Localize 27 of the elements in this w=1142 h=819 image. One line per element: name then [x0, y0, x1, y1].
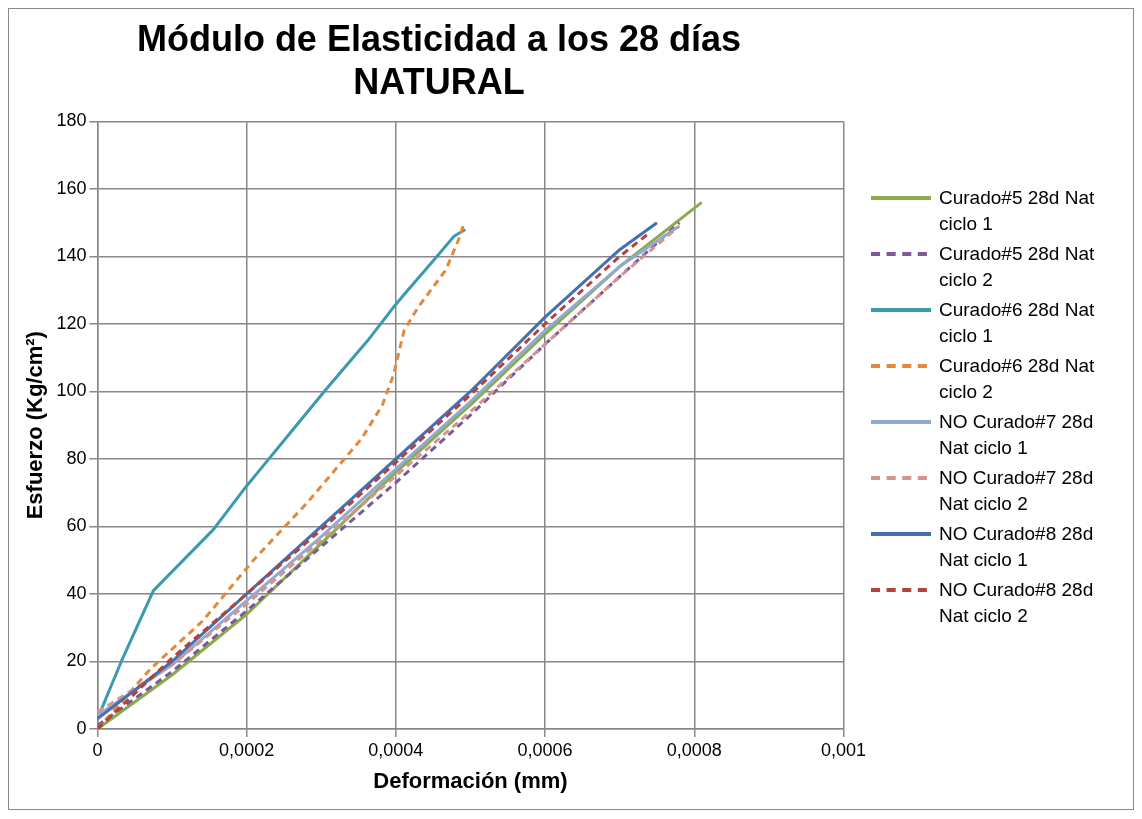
- y-tick-label: 40: [66, 582, 87, 603]
- y-tick-label: 60: [66, 515, 87, 536]
- y-tick-label: 80: [66, 447, 87, 468]
- x-tick-label: 0,001: [820, 739, 866, 760]
- y-tick-label: 0: [76, 717, 87, 738]
- legend-label: NO Curado#7 28d Nat ciclo 2: [939, 466, 1095, 516]
- y-tick-label: 120: [56, 312, 87, 333]
- legend-label: Curado#6 28d Nat ciclo 2: [939, 354, 1096, 404]
- x-tick-label: 0,0002: [219, 739, 275, 760]
- y-tick-label: 140: [56, 245, 87, 266]
- y-tick-label: 180: [56, 110, 87, 131]
- legend-label: Curado#6 28d Nat ciclo 1: [939, 298, 1096, 348]
- y-axis-title: Esfuerzo (Kg/cm²): [22, 331, 48, 520]
- y-tick-label: 20: [66, 650, 87, 671]
- x-tick-label: 0,0006: [517, 739, 573, 760]
- y-tick-label: 100: [56, 380, 87, 401]
- legend-label: Curado#5 28d Nat ciclo 2: [939, 242, 1096, 292]
- chart-title: Módulo de Elasticidad a los 28 días NATURAL: [136, 17, 742, 102]
- x-tick-label: 0,0008: [666, 739, 722, 760]
- legend-label: Curado#5 28d Nat ciclo 1: [939, 186, 1096, 236]
- x-tick-label: 0: [92, 739, 103, 760]
- y-tick-label: 160: [56, 177, 87, 198]
- x-axis-title: Deformación (mm): [373, 767, 568, 793]
- legend-label: NO Curado#8 28d Nat ciclo 1: [939, 522, 1095, 572]
- legend-label: NO Curado#8 28d Nat ciclo 2: [939, 578, 1095, 628]
- legend-label: NO Curado#7 28d Nat ciclo 1: [939, 410, 1095, 460]
- x-tick-label: 0,0004: [368, 739, 424, 760]
